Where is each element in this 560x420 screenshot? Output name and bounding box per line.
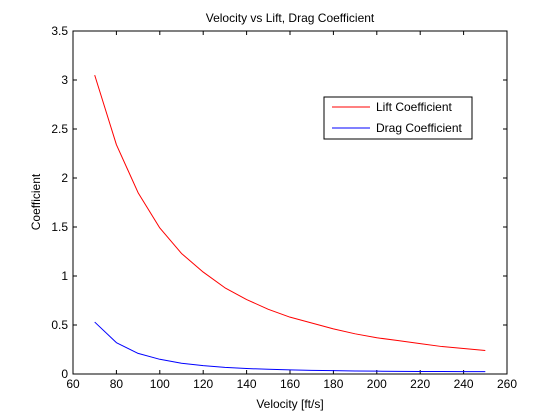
y-tick-label: 1.5 [51, 220, 68, 234]
chart-title: Velocity vs Lift, Drag Coefficient [206, 11, 375, 25]
tick-labels-group: 60 80 100 120 140 160 180 200 220 240 260 0 0.5 1 1.5 2… [51, 24, 517, 391]
x-tick-label: 260 [497, 377, 517, 391]
series-line-lift [94, 74, 486, 351]
y-tick-label: 3 [61, 73, 68, 87]
y-tick-label: 1 [61, 269, 68, 283]
legend: Lift Coefficient Drag Coefficient [323, 96, 473, 140]
y-tick-label: 0 [61, 367, 68, 381]
legend-box [323, 96, 473, 140]
x-tick-label: 120 [193, 377, 213, 391]
x-tick-label: 60 [66, 377, 80, 391]
y-tick-label: 2.5 [51, 122, 68, 136]
series-line-drag [94, 321, 486, 373]
y-tick-label: 3.5 [51, 24, 68, 38]
x-tick-label: 200 [367, 377, 387, 391]
y-tick-label: 2 [61, 171, 68, 185]
x-tick-label: 80 [110, 377, 124, 391]
x-tick-label: 140 [237, 377, 257, 391]
legend-label-drag: Drag Coefficient [376, 121, 462, 135]
legend-label-lift: Lift Coefficient [376, 100, 452, 114]
x-tick-label: 240 [454, 377, 474, 391]
x-tick-label: 100 [150, 377, 170, 391]
x-tick-label: 220 [410, 377, 430, 391]
x-tick-label: 180 [323, 377, 343, 391]
y-tick-label: 0.5 [51, 318, 68, 332]
x-axis-label: Velocity [ft/s] [256, 397, 323, 411]
y-axis-label: Coefficient [29, 173, 43, 230]
plot-area [73, 31, 507, 374]
series-lines-group [94, 74, 486, 373]
plot-frame [72, 30, 508, 375]
x-tick-label: 160 [280, 377, 300, 391]
